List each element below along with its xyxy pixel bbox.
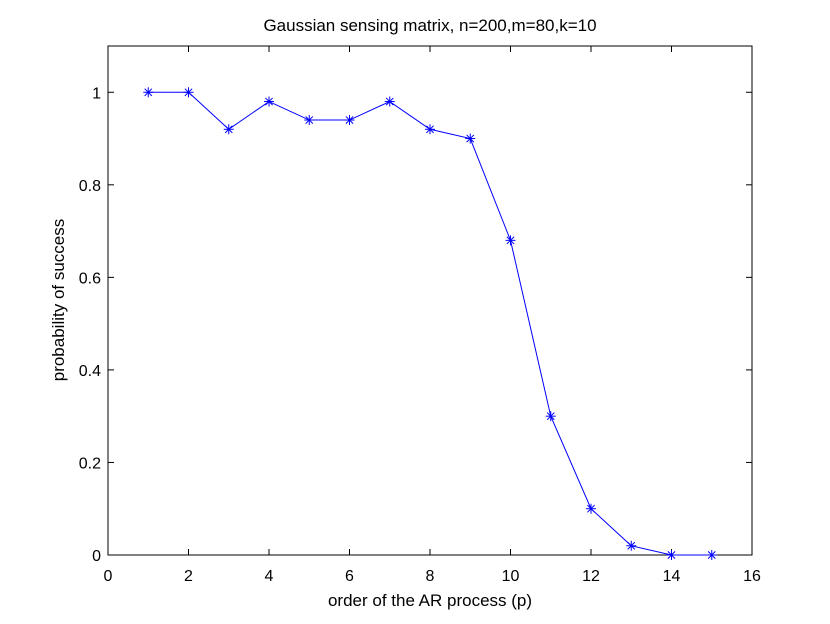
x-axis-title: order of the AR process (p)	[328, 591, 532, 610]
data-point	[425, 124, 435, 135]
chart-title: Gaussian sensing matrix, n=200,m=80,k=10	[263, 16, 596, 35]
x-tick-label: 14	[663, 568, 681, 585]
data-point	[183, 87, 194, 98]
axis-ticks: 0 2 4 6 8 10 12 14 16 0 0.2 0.4 0.6 0.8 1	[79, 46, 761, 585]
x-tick-label: 0	[104, 568, 113, 585]
data-point	[666, 550, 677, 560]
x-tick-label: 12	[582, 568, 600, 585]
data-point	[143, 87, 154, 98]
x-tick-label: 8	[426, 568, 435, 585]
data-point	[344, 115, 355, 126]
data-point	[586, 503, 596, 514]
series-layer	[143, 87, 717, 560]
data-point	[465, 133, 476, 144]
x-tick-label: 4	[265, 568, 274, 585]
x-tick-label: 6	[345, 568, 354, 585]
data-point	[706, 550, 717, 560]
data-point	[384, 96, 395, 107]
y-tick-label: 1	[92, 85, 101, 102]
x-tick-label: 2	[184, 568, 193, 585]
y-axis-title: probability of success	[49, 219, 68, 382]
data-point	[626, 540, 637, 551]
data-point	[545, 411, 556, 422]
y-tick-label: 0.6	[79, 270, 101, 287]
data-point	[223, 124, 234, 135]
y-tick-label: 0.8	[79, 178, 101, 195]
y-tick-label: 0	[92, 548, 101, 565]
x-tick-label: 16	[743, 568, 761, 585]
y-tick-label: 0.2	[79, 455, 101, 472]
data-point	[505, 235, 516, 246]
y-tick-label: 0.4	[79, 363, 101, 380]
data-point	[264, 96, 274, 107]
data-point	[304, 115, 315, 126]
plot-area	[107, 45, 753, 556]
x-tick-label: 10	[502, 568, 520, 585]
